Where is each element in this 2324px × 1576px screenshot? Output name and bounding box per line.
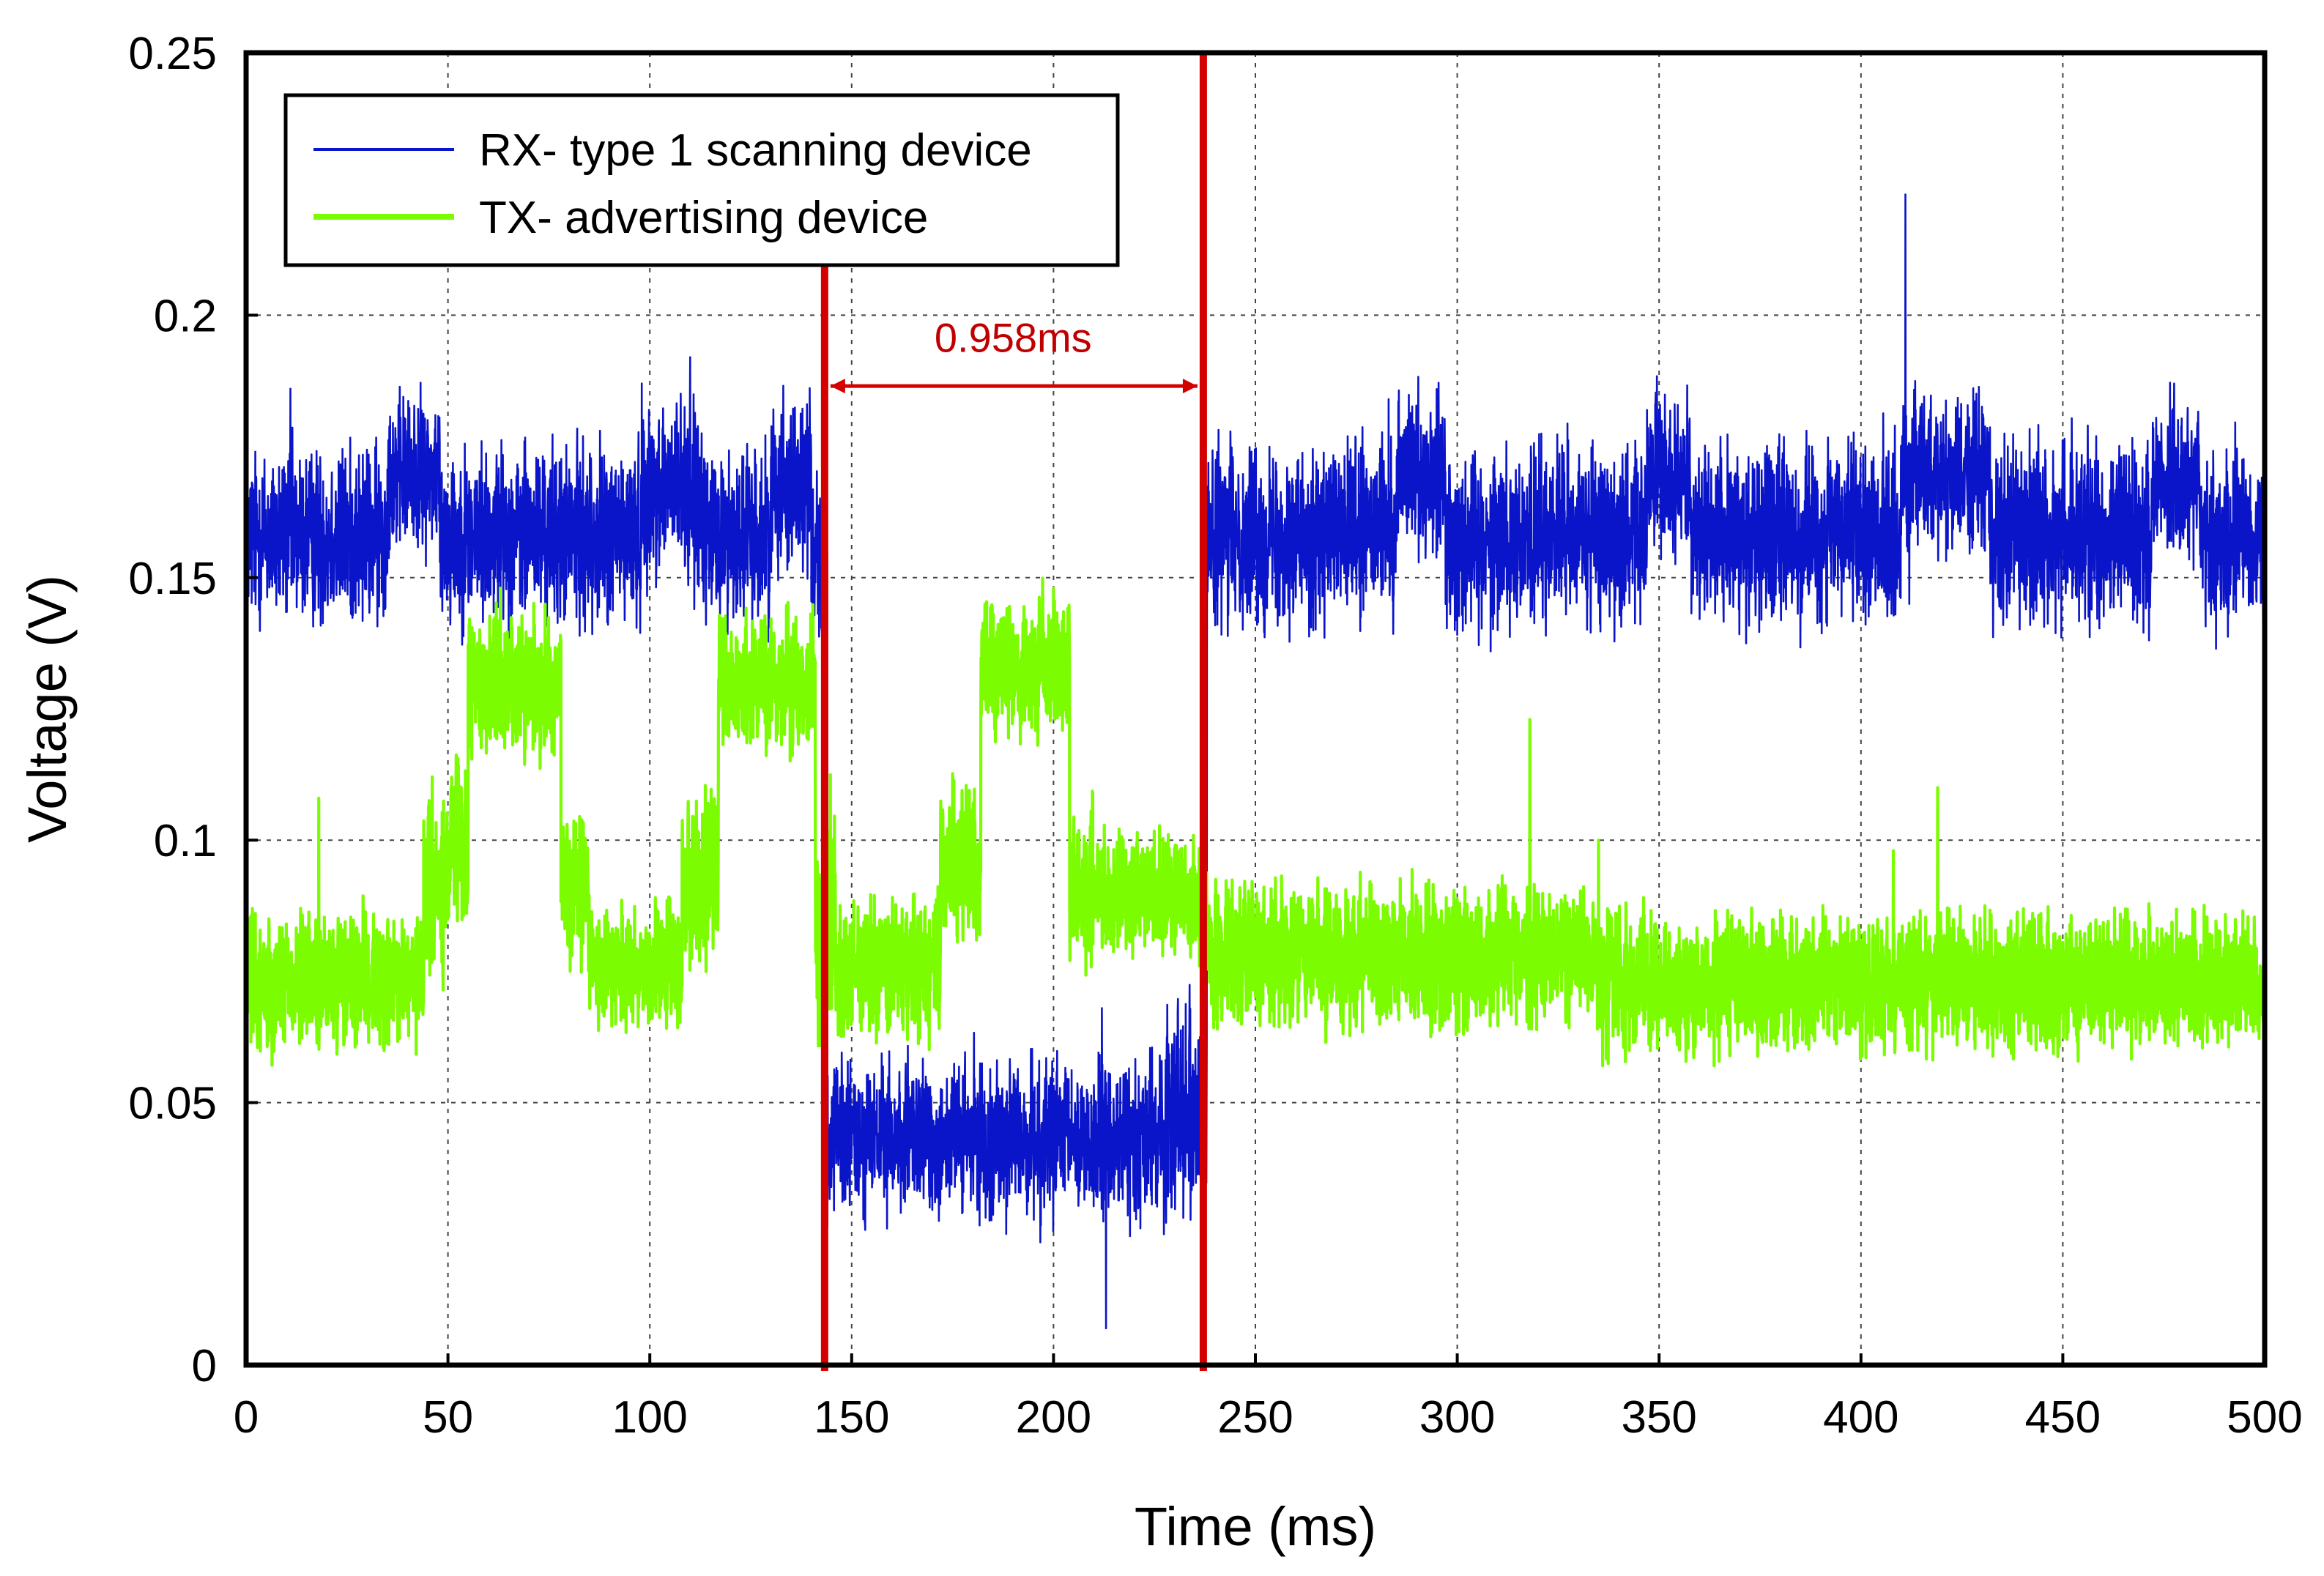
y-tick-label: 0 [192, 1341, 217, 1391]
legend-label-rx: RX- type 1 scanning device [479, 125, 1032, 176]
legend: RX- type 1 scanning device TX- advertisi… [283, 93, 1120, 267]
x-axis-ticks: 0 50 100 150 200 250 300 350 400 450 500 [234, 1353, 2303, 1443]
x-tick-label: 100 [612, 1392, 687, 1443]
duration-annotation: 0.958ms [935, 315, 1092, 361]
y-axis-ticks: 0 0.05 0.1 0.15 0.2 0.25 [128, 29, 258, 1391]
x-tick-label: 450 [2025, 1392, 2101, 1443]
legend-label-tx: TX- advertising device [479, 193, 928, 243]
x-tick-label: 150 [814, 1392, 889, 1443]
legend-box [283, 93, 1120, 267]
x-tick-label: 300 [1419, 1392, 1495, 1443]
x-tick-label: 200 [1016, 1392, 1091, 1443]
series-layer [246, 193, 2265, 1330]
rx-trace [246, 193, 2265, 1330]
x-axis-title: Time (ms) [1135, 1496, 1376, 1557]
x-tick-label: 500 [2227, 1392, 2302, 1443]
x-tick-label: 0 [234, 1392, 259, 1443]
y-tick-label: 0.15 [128, 554, 217, 604]
x-tick-label: 400 [1823, 1392, 1898, 1443]
marker-lines [820, 53, 1207, 1371]
y-tick-label: 0.05 [128, 1079, 217, 1129]
x-tick-label: 350 [1621, 1392, 1696, 1443]
y-axis-title: Voltage (V) [17, 575, 78, 843]
y-tick-label: 0.25 [128, 29, 217, 79]
tx-trace [246, 576, 2265, 1068]
x-tick-label: 250 [1217, 1392, 1293, 1443]
y-tick-label: 0.1 [154, 816, 217, 866]
x-tick-label: 50 [423, 1392, 473, 1443]
y-tick-label: 0.2 [154, 291, 217, 341]
